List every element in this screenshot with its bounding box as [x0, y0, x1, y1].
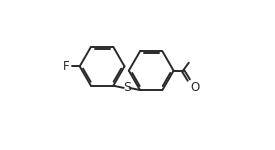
Text: F: F — [63, 60, 70, 73]
Text: S: S — [123, 81, 131, 94]
Text: O: O — [190, 81, 199, 94]
